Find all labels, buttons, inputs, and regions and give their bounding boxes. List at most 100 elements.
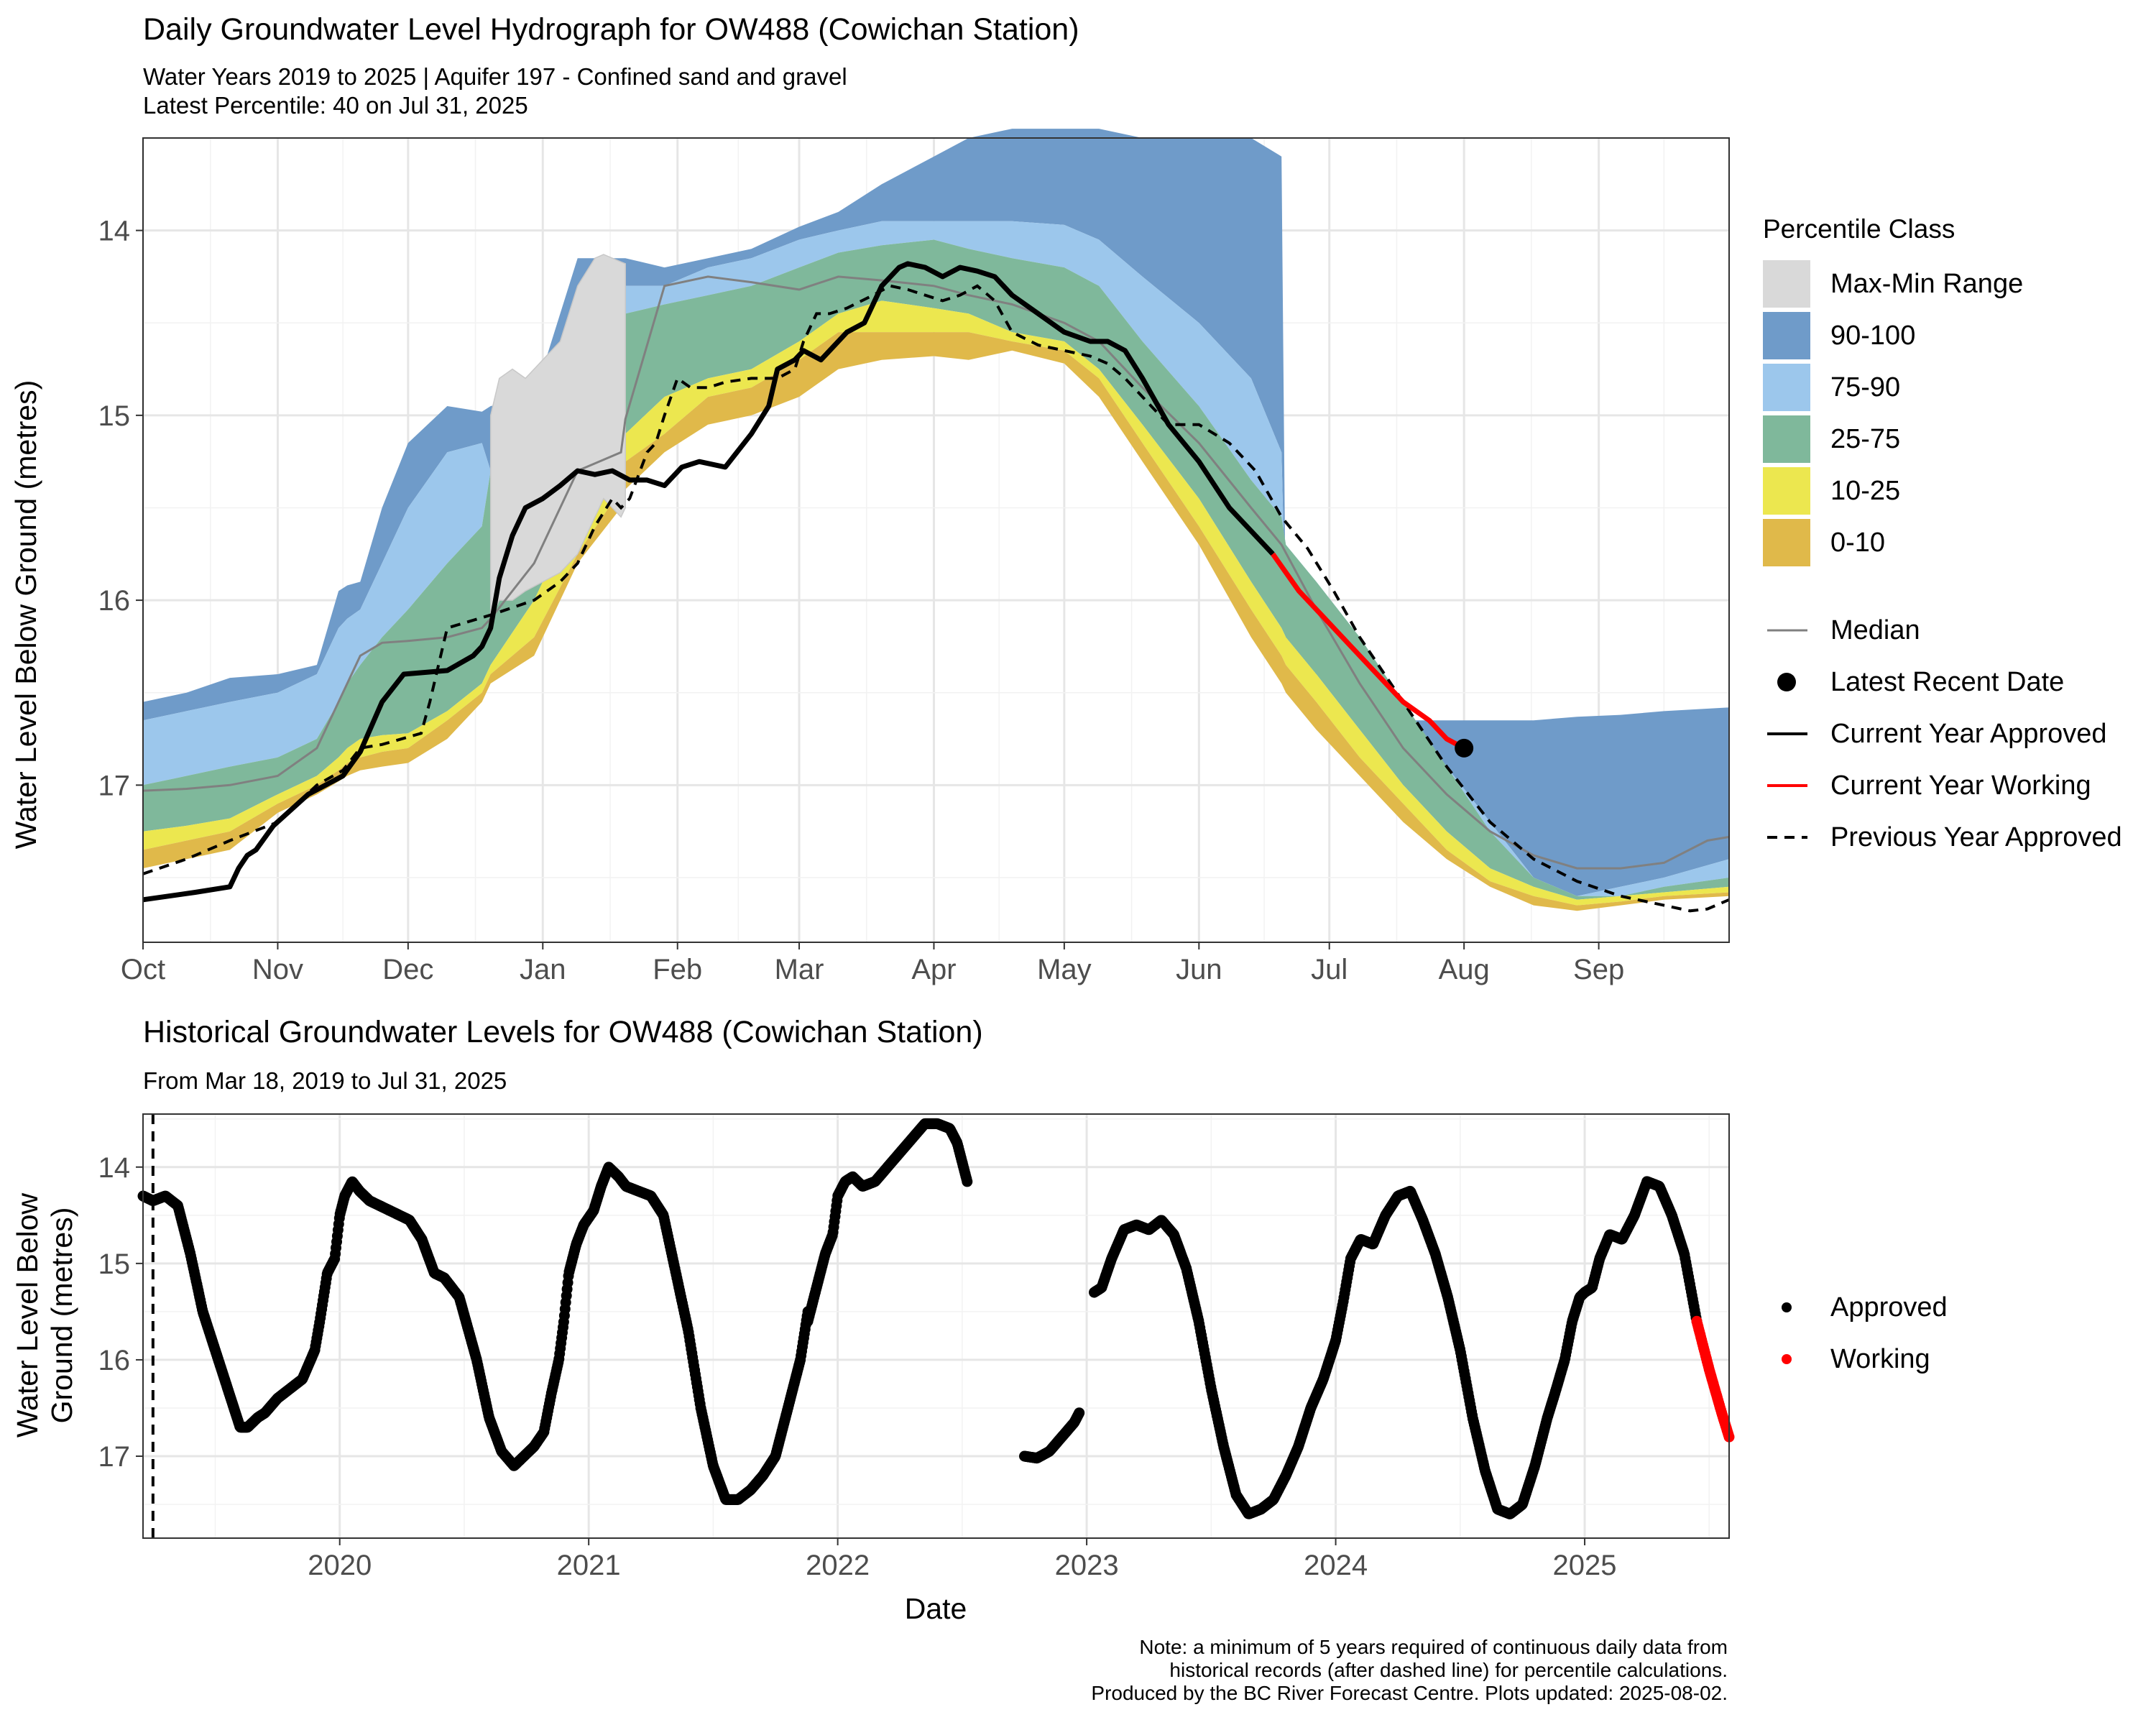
- legend-label: Median: [1830, 615, 1920, 645]
- legend-key-dot: [1782, 1302, 1792, 1312]
- legend-swatch: [1763, 364, 1810, 411]
- legend-swatch: [1763, 467, 1810, 515]
- legend-swatch: [1763, 260, 1810, 308]
- bottom-chart-title: Historical Groundwater Levels for OW488 …: [143, 1015, 983, 1049]
- legend-swatch: [1763, 415, 1810, 463]
- top-x-tick-label: Sep: [1573, 954, 1624, 985]
- legend-item-75-90: 75-90: [1763, 364, 2156, 411]
- legend-key-point: [1777, 673, 1796, 691]
- footnote-line-2: historical records (after dashed line) f…: [1169, 1659, 1728, 1681]
- working-points: [1691, 1315, 1735, 1443]
- data-point: [962, 1176, 973, 1187]
- top-x-tick-label: Dec: [382, 954, 433, 985]
- bottom-y-tick-label: 17: [98, 1441, 131, 1473]
- footnote-line-1: Note: a minimum of 5 years required of c…: [1139, 1636, 1728, 1658]
- top-x-tick-label: Jul: [1311, 954, 1348, 985]
- legend-swatch: [1763, 519, 1810, 566]
- top-x-tick-label: Mar: [775, 954, 824, 985]
- top-x-tick-label: Oct: [121, 954, 165, 985]
- legend-key-point: [1782, 1354, 1792, 1364]
- bottom-x-axis-title: Date: [905, 1592, 967, 1625]
- median-line: [142, 275, 1730, 870]
- legend-label: Working: [1830, 1344, 1930, 1374]
- latest-recent-date-point: [1455, 738, 1474, 758]
- legend-item-median: Median: [1763, 607, 2156, 654]
- legend-key-approved: [1767, 732, 1807, 735]
- bottom-y-tick-label: 14: [98, 1152, 131, 1184]
- bottom-y-tick-label: 15: [98, 1248, 131, 1280]
- bottom-y-axis-title-line-2: Ground (metres): [45, 1208, 78, 1424]
- current-year-approved-line: [142, 261, 1275, 903]
- top-x-tick-label: Jun: [1176, 954, 1222, 985]
- bottom-x-tick-label: 2024: [1304, 1550, 1368, 1581]
- legend-item-latest-recent-date: Latest Recent Date: [1763, 658, 2156, 706]
- legend-item-0-10: 0-10: [1763, 519, 2156, 566]
- top-y-axis-title: Water Level Below Ground (metres): [9, 380, 42, 849]
- legend-item-working: Working: [1763, 1335, 2050, 1383]
- bottom-x-tick-label: 2020: [308, 1550, 372, 1581]
- legend-label: 75-90: [1830, 372, 1901, 402]
- top-y-tick-label: 16: [98, 585, 131, 617]
- historical-levels-chart: 14 15 16 17 2020 2021 2022 2023 2024 2025: [98, 1113, 1735, 1581]
- top-hydrograph-chart: 14 15 16 17 Oct Nov Dec Jan Feb Mar Apr May Jun Jul Au…: [98, 129, 1730, 985]
- top-y-tick-label: 17: [98, 770, 131, 801]
- bottom-chart-subtitle: From Mar 18, 2019 to Jul 31, 2025: [143, 1067, 507, 1094]
- legend-label: 25-75: [1830, 424, 1901, 454]
- legend-key-point: [1782, 1302, 1792, 1312]
- top-x-tick-label: Jan: [520, 954, 566, 985]
- legend-swatch: [1763, 312, 1810, 359]
- legend-label: Max-Min Range: [1830, 269, 2024, 299]
- legend-item-max-min-range: Max-Min Range: [1763, 260, 2156, 308]
- legend-item-10-25: 10-25: [1763, 467, 2156, 515]
- band-90-100: [143, 129, 1729, 896]
- top-x-tick-label: Feb: [653, 954, 702, 985]
- legend-item-previous-year-approved: Previous Year Approved: [1763, 814, 2156, 861]
- legend-label: 90-100: [1830, 321, 1916, 351]
- bottom-plot-border: [142, 1113, 1730, 1539]
- bottom-plot-background: [143, 1114, 1729, 1538]
- top-plot-border: [142, 137, 1730, 943]
- footnote-line-3: Produced by the BC River Forecast Centre…: [1091, 1682, 1728, 1704]
- current-year-working-line: [1271, 552, 1465, 750]
- top-y-tick-label: 15: [98, 400, 131, 432]
- footnote: Note: a minimum of 5 years required of c…: [1091, 1636, 1728, 1705]
- legend-key-working: [1767, 784, 1807, 787]
- top-chart-latest-percentile: Latest Percentile: 40 on Jul 31, 2025: [143, 92, 528, 119]
- legend-key-previous: [1767, 836, 1807, 839]
- legend-label: 0-10: [1830, 528, 1886, 558]
- top-x-tick-label: Apr: [911, 954, 956, 985]
- legend-item-current-year-approved: Current Year Approved: [1763, 710, 2156, 758]
- top-x-tick-label: May: [1037, 954, 1092, 985]
- legend-key-median: [1767, 629, 1807, 632]
- legend-item-25-75: 25-75: [1763, 415, 2156, 463]
- legend-item-current-year-working: Current Year Working: [1763, 762, 2156, 809]
- top-chart-title: Daily Groundwater Level Hydrograph for O…: [143, 12, 1079, 47]
- band-25-75: [143, 239, 1729, 900]
- legend-key-point: [1777, 673, 1796, 691]
- bottom-y-tick-label: 16: [98, 1345, 131, 1376]
- top-chart-subtitle: Water Years 2019 to 2025 | Aquifer 197 -…: [143, 63, 847, 90]
- legend-label: Previous Year Approved: [1830, 822, 2122, 852]
- top-x-tick-label: Nov: [252, 954, 303, 985]
- legend-title: Percentile Class: [1763, 214, 1955, 244]
- top-x-tick-label: Aug: [1439, 954, 1490, 985]
- legend-key-dot: [1782, 1354, 1792, 1364]
- legend-label: Current Year Approved: [1830, 719, 2107, 749]
- approved-points: [1019, 1407, 1085, 1464]
- bottom-y-axis-title-line-1: Water Level Below: [11, 1192, 44, 1438]
- bottom-x-tick-label: 2022: [806, 1550, 870, 1581]
- legend-label: Latest Recent Date: [1830, 667, 2065, 697]
- legend-item-90-100: 90-100: [1763, 312, 2156, 359]
- approved-points: [802, 1118, 973, 1327]
- bottom-x-tick-label: 2021: [557, 1550, 621, 1581]
- legend-item-approved: Approved: [1763, 1284, 2050, 1331]
- data-point: [1074, 1407, 1085, 1419]
- legend-label: Current Year Working: [1830, 770, 2091, 801]
- legend-label: Approved: [1830, 1292, 1948, 1322]
- top-y-tick-label: 14: [98, 216, 131, 247]
- legend-label: 10-25: [1830, 476, 1901, 506]
- bottom-x-tick-label: 2023: [1055, 1550, 1119, 1581]
- bottom-x-tick-label: 2025: [1553, 1550, 1617, 1581]
- band-max-min-range: [489, 254, 626, 620]
